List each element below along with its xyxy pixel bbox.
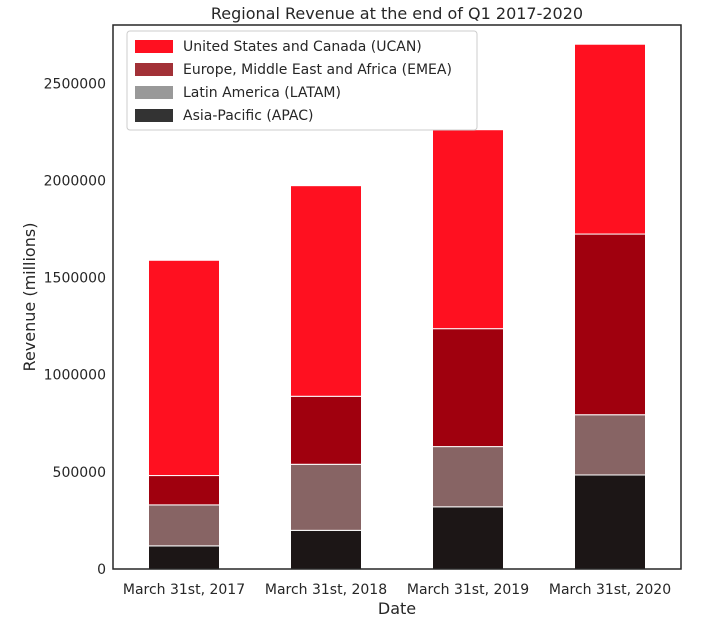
y-tick-label-2: 1000000 [44, 368, 106, 384]
y-tick-label-4: 2000000 [44, 173, 106, 189]
bar-segment-0-1 [290, 529, 362, 570]
legend: United States and Canada (UCAN) Europe, M… [126, 30, 478, 131]
bar-segment-2-0 [148, 475, 220, 506]
bar-segment-3-0 [148, 259, 220, 477]
plot-frame [112, 24, 682, 570]
legend-swatch-2 [135, 63, 173, 76]
bar-segment-1-1 [290, 463, 362, 531]
legend-swatch-0 [135, 109, 173, 122]
x-axis-label: Date [378, 599, 416, 618]
legend-label-3: United States and Canada (UCAN) [183, 39, 422, 55]
bar-segment-1-2 [432, 446, 504, 508]
x-axis-ticks: March 31st, 2017 March 31st, 2018 March 31… [123, 582, 671, 598]
y-tick-label-1: 500000 [53, 465, 106, 481]
x-tick-label-0: March 31st, 2017 [123, 582, 245, 598]
bar-segment-1-3 [574, 414, 646, 476]
bar-segment-2-3 [574, 233, 646, 416]
bar-segment-3-3 [574, 43, 646, 235]
legend-swatch-1 [135, 86, 173, 99]
bar-segment-3-1 [290, 185, 362, 397]
legend-label-1: Latin America (LATAM) [183, 85, 341, 101]
legend-box [126, 30, 478, 131]
legend-label-0: Asia-Pacific (APAC) [183, 108, 314, 124]
bar-segment-0-0 [148, 545, 220, 570]
x-tick-label-1: March 31st, 2018 [265, 582, 387, 598]
y-axis-ticks: 0 500000 1000000 1500000 2000000 2500000 [44, 76, 106, 578]
legend-swatch-3 [135, 40, 173, 53]
bar-segment-2-2 [432, 328, 504, 448]
bar-segment-2-1 [290, 395, 362, 465]
chart-title: Regional Revenue at the end of Q1 2017-2… [211, 4, 583, 23]
y-tick-label-0: 0 [97, 562, 106, 578]
bars-layer [148, 43, 646, 570]
bar-segment-0-2 [432, 506, 504, 570]
x-tick-label-2: March 31st, 2019 [407, 582, 529, 598]
bar-segment-3-2 [432, 129, 504, 330]
y-tick-label-5: 2500000 [44, 76, 106, 92]
x-tick-label-3: March 31st, 2020 [549, 582, 671, 598]
y-axis-label: Revenue (millions) [20, 223, 39, 372]
bar-segment-0-3 [574, 474, 646, 570]
bar-segment-1-0 [148, 504, 220, 547]
legend-label-2: Europe, Middle East and Africa (EMEA) [183, 62, 452, 78]
y-tick-label-3: 1500000 [44, 271, 106, 287]
